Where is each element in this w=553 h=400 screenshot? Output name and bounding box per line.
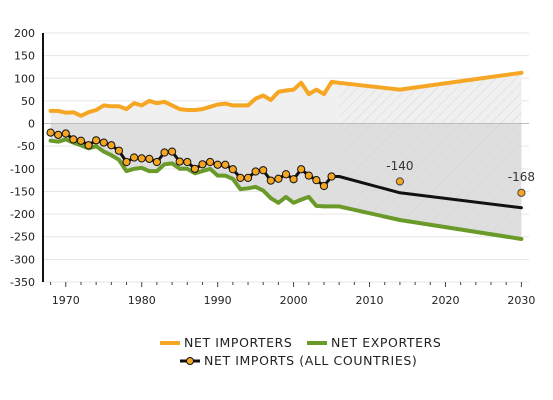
net-imports-marker [92,136,101,145]
y-tick-label: 100 [14,72,35,85]
net-imports-marker [297,165,306,174]
x-tick-label: 2000 [280,294,308,307]
net-imports-marker [76,136,86,145]
net-imports-marker [213,160,222,169]
net-imports-marker [61,129,70,138]
x-tick-label: 1990 [204,294,232,307]
annotations: -140 -168 [386,159,535,184]
net-imports-marker [205,157,215,167]
projection-marker [517,188,526,197]
net-imports-marker [319,181,329,191]
y-tick-label: 50 [21,95,35,108]
legend: NET IMPORTERS NET EXPORTERS NET IMPORTS … [160,335,441,368]
x-tick-label: 1970 [52,294,80,307]
net-imports-marker [327,172,336,181]
net-imports-marker [69,135,78,144]
y-tick-label: -150 [10,185,35,198]
net-imports-marker [198,160,207,169]
legend-label-net-exporters: NET EXPORTERS [331,335,441,350]
legend-marker-net-imports [186,357,194,365]
net-imports-marker [251,167,260,176]
y-tick-label: -250 [10,231,35,244]
y-tick-label: -300 [10,253,35,266]
net-imports-marker [175,157,184,166]
net-imports-marker [259,166,268,175]
net-imports-marker [304,171,313,180]
y-tick-label: -50 [17,140,35,153]
y-tick-label: 200 [14,27,35,40]
series-line-1 [48,137,524,241]
net-imports-marker [312,176,321,185]
net-imports-marker [266,176,275,185]
net-imports-marker [281,170,291,179]
legend-label-net-importers: NET IMPORTERS [184,335,292,350]
x-tick-label: 2020 [431,294,459,307]
net-imports-marker [228,165,237,174]
net-imports-marker [114,146,124,155]
projection-marker [395,177,405,186]
net-imports-marker [130,153,139,162]
net-imports-marker [183,157,192,167]
x-tick-label: 1980 [128,294,156,307]
annotation-label: -168 [508,170,535,184]
net-imports-marker [221,160,230,169]
net-imports-marker [243,173,253,182]
net-imports-marker [145,154,154,163]
y-tick-label: 0 [28,118,35,131]
net-imports-marker [190,164,199,173]
projection-hatch-exporters [339,123,522,239]
net-imports-marker [137,154,146,163]
projection-hatch-importers [339,72,522,124]
net-imports-marker [152,157,162,167]
x-tick-label: 2010 [356,294,384,307]
net-imports-marker [46,128,55,137]
x-tick-label: 2030 [507,294,535,307]
y-tick-label: 150 [14,50,35,63]
net-imports-marker [289,175,298,184]
net-imports-marker [99,138,108,147]
net-imports-marker [160,148,169,157]
net-imports-marker [122,157,131,167]
annotation-label: -140 [386,159,413,173]
net-imports-marker [54,130,63,139]
y-tick-label: -200 [10,208,35,221]
axes: 200 150 100 50 0 -50 -100 -150 -200 -250 -300 -350 1… [10,27,535,307]
net-imports-marker [84,141,93,150]
markers [46,128,526,197]
y-tick-label: -100 [10,163,35,176]
net-imports-marker [236,173,245,182]
legend-label-net-imports: NET IMPORTS (ALL COUNTRIES) [204,353,417,368]
net-imports-marker [107,141,116,150]
y-tick-label: -350 [10,276,35,289]
net-imports-marker [167,147,177,156]
net-imports-marker [274,174,283,183]
series-line-0 [48,70,524,118]
